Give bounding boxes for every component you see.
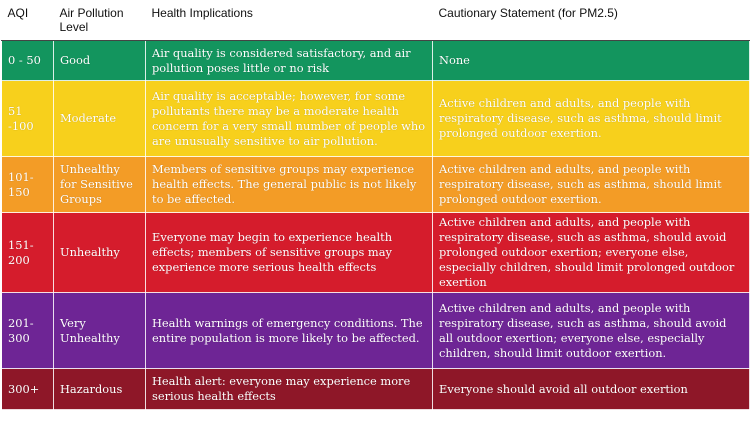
health-implications: Health alert: everyone may experience mo… (145, 368, 433, 410)
header-aqi: AQI (1, 0, 54, 41)
header-health-implications: Health Implications (145, 0, 433, 41)
cautionary-statement: Everyone should avoid all outdoor exerti… (432, 368, 750, 410)
pollution-level: Moderate (53, 80, 146, 157)
pollution-level: Unhealthy (53, 212, 146, 293)
cautionary-statement: Active children and adults, and people w… (432, 292, 750, 369)
aqi-range: 201-300 (1, 292, 54, 369)
aqi-range: 0 - 50 (1, 40, 54, 81)
health-implications: Everyone may begin to experience health … (145, 212, 433, 293)
aqi-table: AQI Air Pollution Level Health Implicati… (1, 0, 750, 410)
pollution-level: Very Unhealthy (53, 292, 146, 369)
aqi-range: 300+ (1, 368, 54, 410)
health-implications: Air quality is considered satisfactory, … (145, 40, 433, 81)
aqi-range: 101-150 (1, 156, 54, 213)
aqi-range: 151-200 (1, 212, 54, 293)
health-implications: Health warnings of emergency conditions.… (145, 292, 433, 369)
header-cautionary-statement: Cautionary Statement (for PM2.5) (432, 0, 750, 41)
header-pollution-level: Air Pollution Level (53, 0, 146, 41)
table-row-unhealthy: 151-200 Unhealthy Everyone may begin to … (1, 212, 750, 293)
health-implications: Members of sensitive groups may experien… (145, 156, 433, 213)
cautionary-statement: Active children and adults, and people w… (432, 156, 750, 213)
table-row-very-unhealthy: 201-300 Very Unhealthy Health warnings o… (1, 292, 750, 369)
aqi-range: 51 -100 (1, 80, 54, 157)
cautionary-statement: Active children and adults, and people w… (432, 212, 750, 293)
pollution-level: Good (53, 40, 146, 81)
table-row-hazardous: 300+ Hazardous Health alert: everyone ma… (1, 368, 750, 410)
cautionary-statement: None (432, 40, 750, 81)
pollution-level: Unhealthy for Sensitive Groups (53, 156, 146, 213)
cautionary-statement: Active children and adults, and people w… (432, 80, 750, 157)
health-implications: Air quality is acceptable; however, for … (145, 80, 433, 157)
header-row: AQI Air Pollution Level Health Implicati… (1, 0, 750, 41)
table-row-moderate: 51 -100 Moderate Air quality is acceptab… (1, 80, 750, 157)
table-row-good: 0 - 50 Good Air quality is considered sa… (1, 40, 750, 81)
table-row-unhealthy-sensitive: 101-150 Unhealthy for Sensitive Groups M… (1, 156, 750, 213)
pollution-level: Hazardous (53, 368, 146, 410)
